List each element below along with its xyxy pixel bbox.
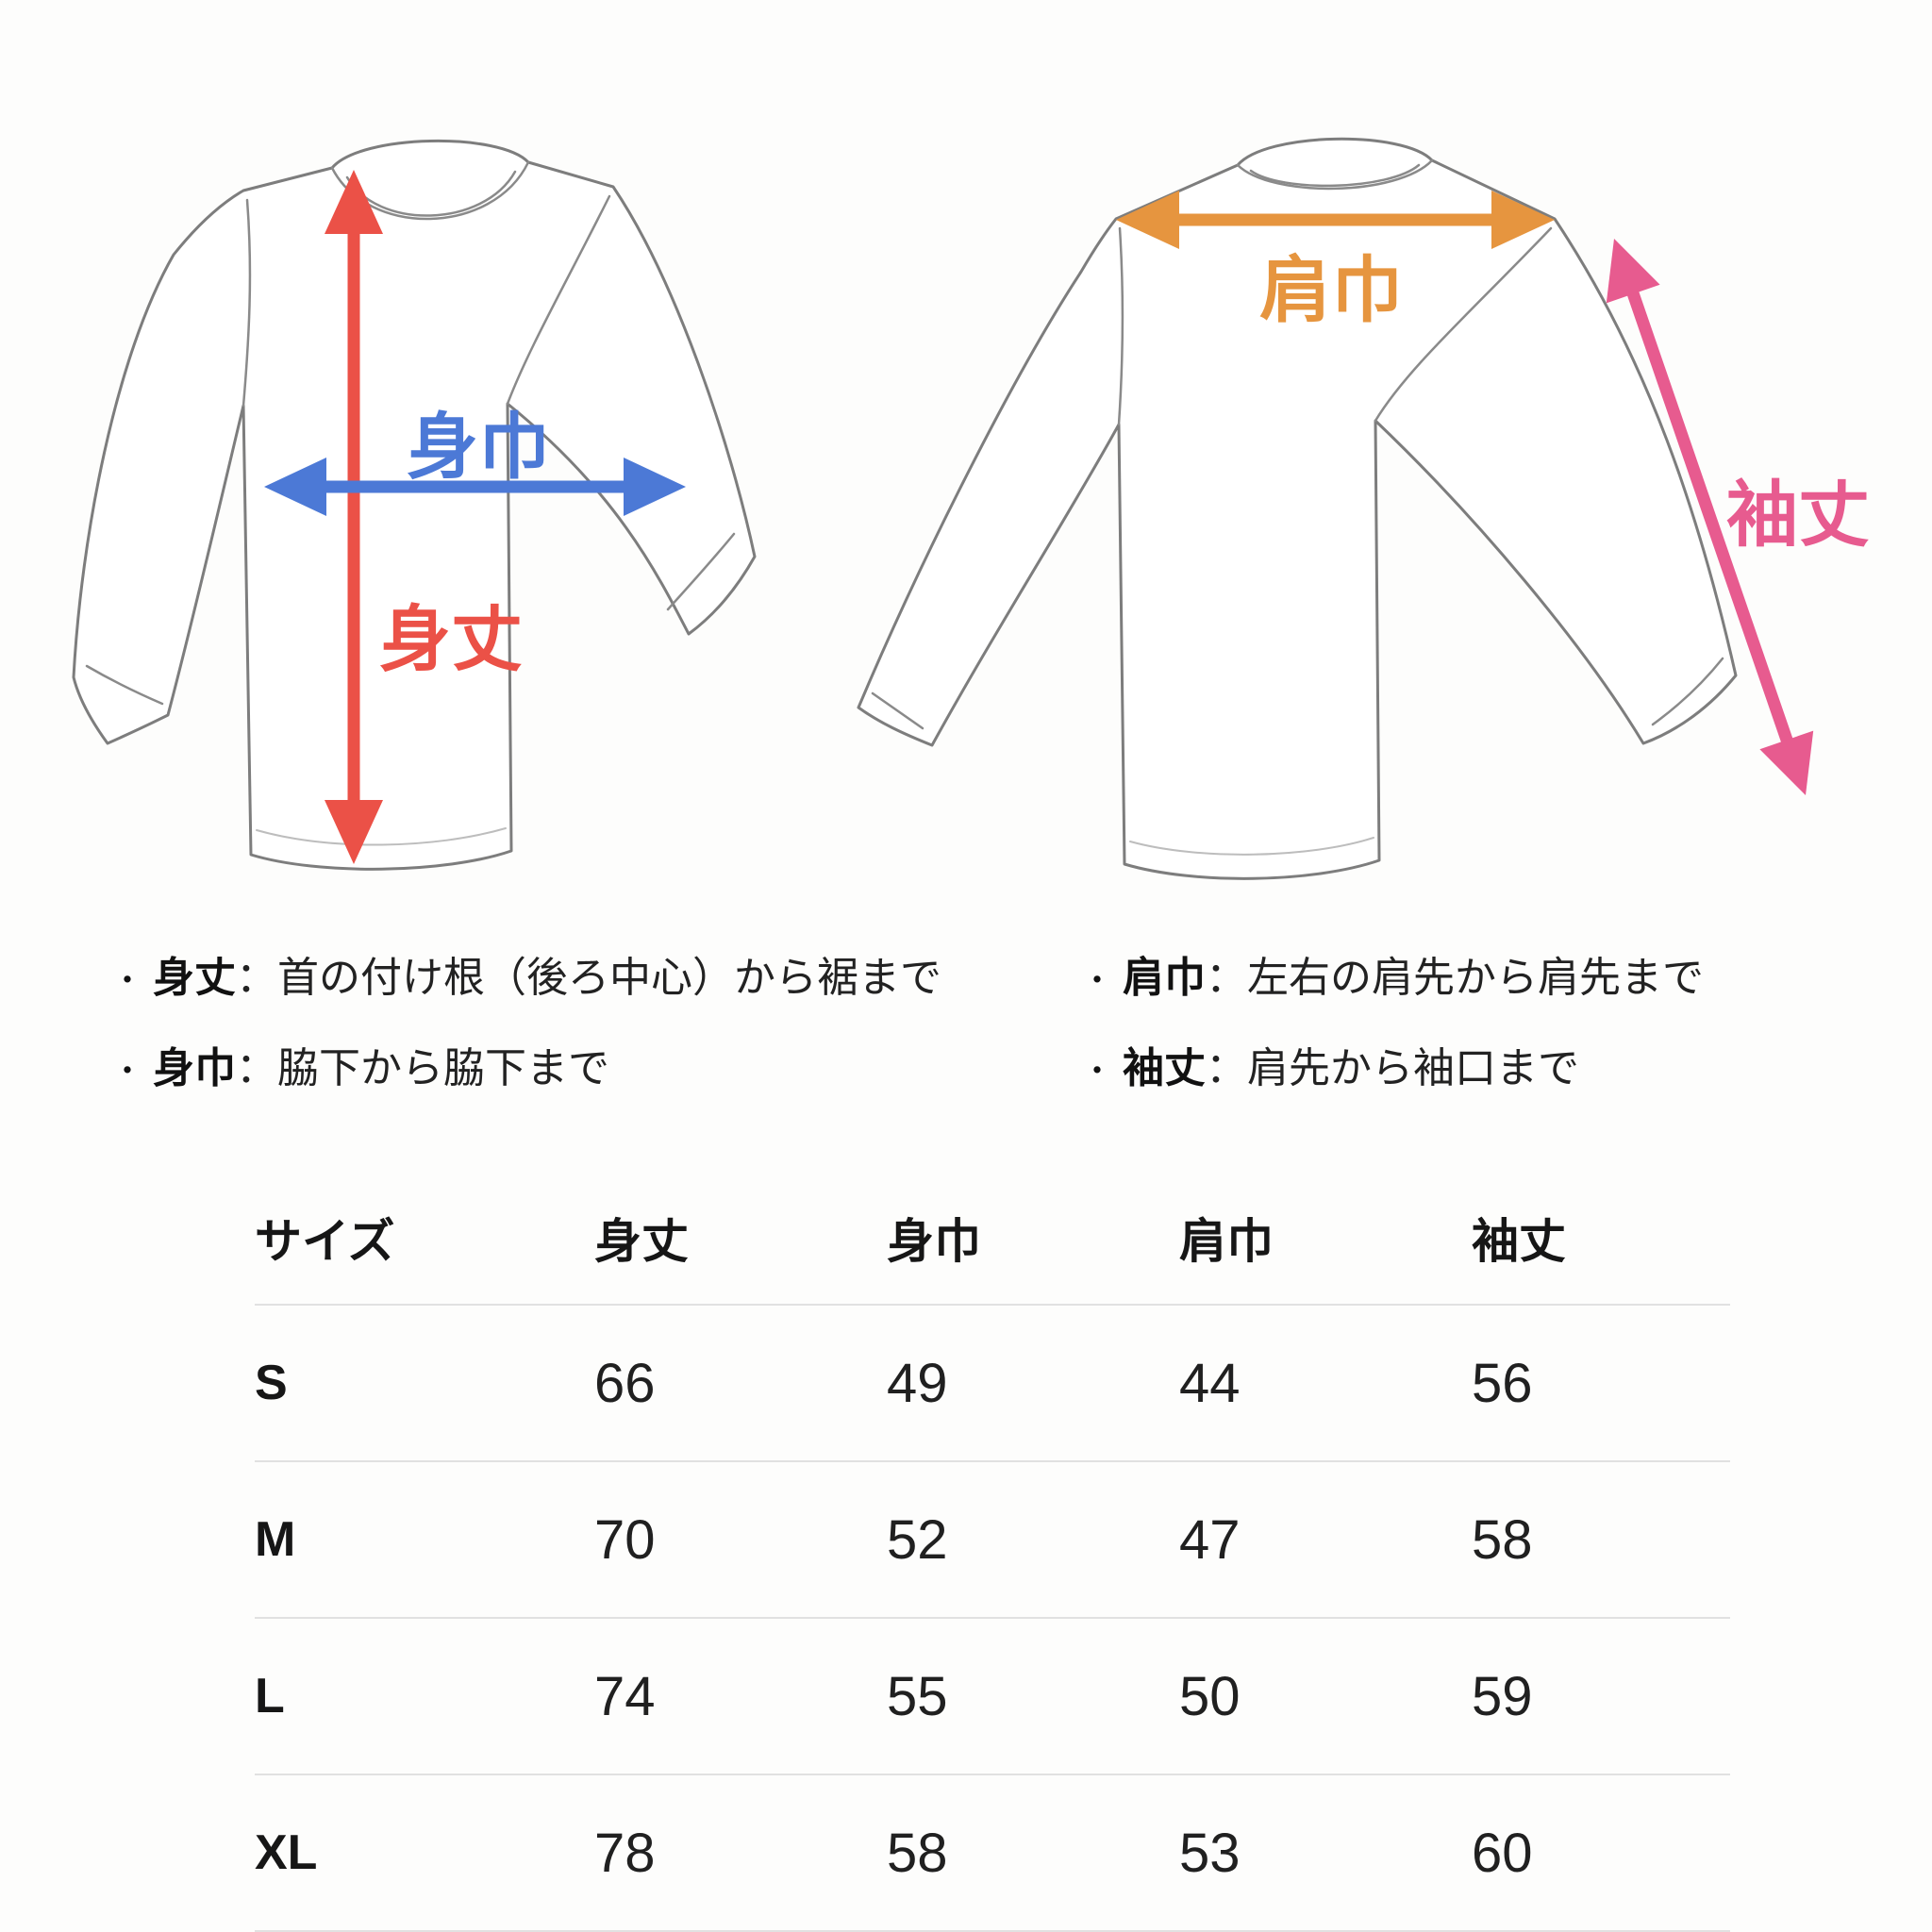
bullet: ・ [111,963,143,999]
sleeve-length-arrowhead-top [1606,239,1660,304]
back-armhole-left-seam [1117,226,1124,426]
body-width-value: 55 [887,1665,948,1727]
column-header-size: サイズ [255,1215,395,1268]
size-table: サイズ 身丈 身巾 肩巾 袖丈 S 66 49 44 56 M 70 52 47… [255,1172,1730,1932]
body-width-arrowhead-right [624,458,686,516]
size-label: M [255,1512,296,1567]
back-right-cuff-line [1651,657,1724,726]
back-armhole-right-seam [1374,226,1553,423]
body-width-arrowhead-left [264,458,326,516]
body-length-arrowhead-top [325,170,383,234]
shoulder-width-arrow [1116,191,1555,249]
front-left-cuff-line [85,664,164,706]
sleeve-length-arrow-shaft [1624,285,1795,748]
legend-separator: ： [236,1045,277,1091]
body-length-value: 70 [594,1508,656,1571]
column-header-body-width: 身巾 [887,1215,981,1268]
front-shirt-outline [72,140,757,871]
body-length-value: 74 [594,1665,656,1727]
legend-item-shoulder-width: ・ 肩巾 ： 左右の肩先から肩先まで [1081,943,1704,1001]
body-width-value: 58 [887,1822,948,1884]
legend-separator: ： [1206,955,1247,1001]
body-width-value: 52 [887,1508,948,1571]
bullet: ・ [111,1054,143,1090]
table-divider [255,1304,1730,1306]
shoulder-width-value: 53 [1179,1822,1241,1884]
back-collar-inner-line [1236,158,1434,191]
column-header-shoulder-width: 肩巾 [1179,1215,1274,1268]
sleeve-length-value: 60 [1472,1822,1533,1884]
measurement-legend-right: ・ 肩巾 ： 左右の肩先から肩先まで ・ 袖丈 ： 肩先から袖口まで [1081,943,1704,1124]
back-shirt-outline [857,137,1738,880]
legend-item-body-width: ・ 身巾 ： 脇下から脇下まで [111,1034,941,1091]
legend-separator: ： [1206,1045,1247,1091]
legend-term: 袖丈 [1123,1045,1206,1091]
back-collar-band-line [1249,163,1421,188]
table-divider [255,1460,1730,1462]
body-length-label: 身丈 [379,600,523,680]
shoulder-width-label: 肩巾 [1259,251,1403,331]
table-row-l: L 74 55 50 59 [255,1619,1730,1774]
column-header-body-length: 身丈 [594,1215,689,1268]
front-shirt-illustration [72,140,757,871]
body-width-label: 身巾 [407,408,550,488]
body-length-arrowhead-bottom [325,800,383,864]
body-length-value: 66 [594,1352,656,1414]
legend-description: 左右の肩先から肩先まで [1247,955,1704,1001]
body-length-arrow [325,170,383,864]
column-header-sleeve-length: 袖丈 [1472,1215,1566,1268]
table-row-s: S 66 49 44 56 [255,1306,1730,1460]
sleeve-length-value: 58 [1472,1508,1533,1571]
legend-description: 肩先から袖口まで [1247,1045,1579,1091]
legend-description: 首の付け根（後ろ中心）から裾まで [277,955,941,1001]
legend-item-sleeve-length: ・ 袖丈 ： 肩先から袖口まで [1081,1034,1704,1091]
back-left-cuff-line [871,691,924,730]
sleeve-length-arrowhead-bottom [1759,730,1814,795]
table-row-m: M 70 52 47 58 [255,1462,1730,1617]
legend-term: 肩巾 [1123,955,1206,1001]
front-armhole-left-seam [242,198,252,408]
shoulder-width-value: 44 [1179,1352,1241,1414]
measurement-legend-left: ・ 身丈 ： 首の付け根（後ろ中心）から裾まで ・ 身巾 ： 脇下から脇下まで [111,943,941,1124]
body-width-arrow [264,458,686,516]
bullet: ・ [1081,1054,1113,1090]
shoulder-width-arrowhead-left [1116,191,1179,249]
table-row-xl: XL 78 58 53 60 [255,1775,1730,1930]
shoulder-width-value: 50 [1179,1665,1241,1727]
bullet: ・ [1081,963,1113,999]
size-label: XL [255,1825,318,1880]
size-table-header-row: サイズ 身丈 身巾 肩巾 袖丈 [255,1172,1730,1304]
back-hem-stitch [1129,837,1374,856]
legend-description: 脇下から脇下まで [277,1045,609,1091]
table-divider [255,1617,1730,1619]
front-armhole-right-seam [506,194,611,406]
shoulder-width-value: 47 [1179,1508,1241,1571]
size-label: L [255,1669,285,1724]
table-divider [255,1930,1730,1932]
sleeve-length-arrow [1606,239,1814,795]
body-length-value: 78 [594,1822,656,1884]
legend-term: 身巾 [153,1045,236,1091]
legend-separator: ： [236,955,277,1001]
shoulder-width-arrowhead-right [1491,191,1555,249]
sleeve-length-value: 56 [1472,1352,1533,1414]
table-divider [255,1774,1730,1775]
legend-term: 身丈 [153,955,236,1001]
sleeve-length-label: 袖丈 [1726,475,1870,556]
back-shirt-illustration [857,137,1738,880]
body-width-value: 49 [887,1352,948,1414]
sleeve-length-value: 59 [1472,1665,1533,1727]
shirt-measurement-diagram: 身巾 身丈 肩巾 袖丈 [72,137,1870,880]
front-hem-stitch [256,827,507,846]
size-label: S [255,1356,288,1410]
legend-item-body-length: ・ 身丈 ： 首の付け根（後ろ中心）から裾まで [111,943,941,1001]
front-right-cuff-line [666,532,736,611]
